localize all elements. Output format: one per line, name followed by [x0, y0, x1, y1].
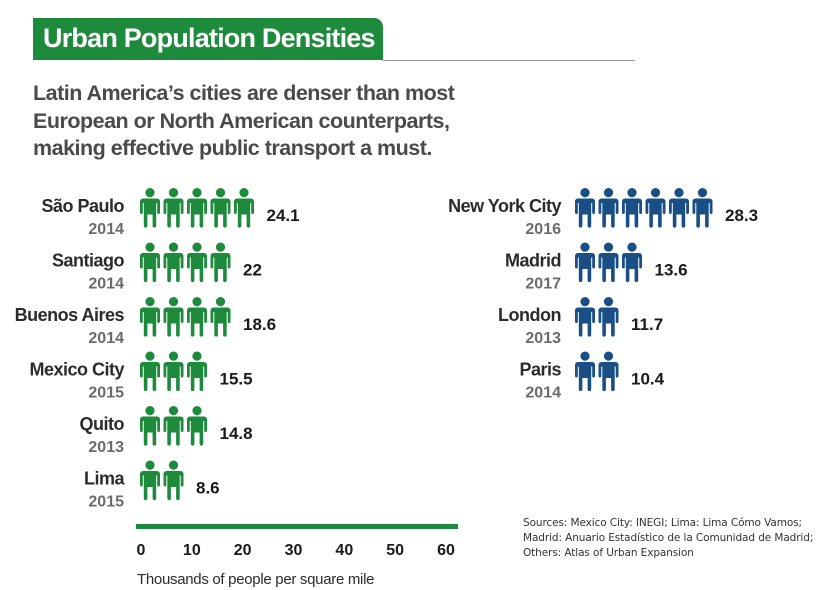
year-label-santiago: 2014 — [88, 276, 124, 293]
person-icon — [163, 188, 184, 228]
person-icon — [598, 188, 619, 228]
city-label-s-o-paulo: São Paulo — [41, 196, 124, 216]
person-icon — [575, 297, 595, 337]
year-label-lima: 2015 — [88, 494, 124, 511]
chart-subtitle: Latin America’s cities are denser than m… — [33, 81, 455, 160]
year-label-paris: 2014 — [525, 385, 561, 402]
person-icon — [140, 188, 160, 228]
person-icon — [210, 188, 231, 228]
value-label-buenos-aires: 18.6 — [243, 315, 276, 334]
year-label-buenos-aires: 2014 — [88, 330, 124, 347]
person-icon — [622, 188, 642, 228]
person-icon — [187, 351, 207, 392]
year-label-mexico-city: 2015 — [88, 385, 124, 402]
person-icon — [669, 188, 689, 228]
city-label-lima: Lima — [84, 469, 126, 489]
person-icon — [140, 406, 160, 446]
city-label-london: London — [498, 305, 561, 325]
person-icon — [140, 460, 160, 501]
value-label-s-o-paulo: 24.1 — [267, 206, 300, 225]
value-label-lima: 8.6 — [196, 479, 220, 498]
city-label-mexico-city: Mexico City — [29, 360, 124, 380]
title-banner: Urban Population Densities — [33, 18, 383, 60]
value-label-mexico-city: 15.5 — [220, 370, 253, 389]
person-icon — [140, 297, 160, 337]
person-icon — [187, 297, 207, 337]
person-icon — [210, 242, 231, 283]
person-icon — [234, 188, 254, 228]
x-tick-label: 40 — [335, 542, 353, 559]
person-icon — [575, 351, 595, 392]
value-label-santiago: 22 — [243, 261, 262, 280]
city-label-madrid: Madrid — [505, 251, 561, 271]
city-label-paris: Paris — [519, 360, 561, 380]
year-label-london: 2013 — [525, 330, 561, 347]
x-axis-title: Thousands of people per square mile — [137, 571, 374, 588]
person-icon — [163, 297, 184, 337]
sources-note: Sources: Mexico City: INEGI; Lima: Lima … — [523, 517, 814, 559]
x-tick-label: 60 — [437, 542, 455, 559]
title-divider — [383, 60, 635, 61]
value-label-madrid: 13.6 — [655, 261, 688, 280]
value-label-quito: 14.8 — [220, 424, 253, 443]
city-label-buenos-aires: Buenos Aires — [15, 305, 125, 325]
year-label-s-o-paulo: 2014 — [88, 221, 124, 238]
x-tick-label: 30 — [285, 542, 303, 559]
value-label-new-york-city: 28.3 — [725, 206, 758, 225]
x-tick-label: 0 — [137, 542, 146, 559]
person-icon — [163, 351, 184, 392]
city-label-santiago: Santiago — [52, 251, 125, 271]
person-icon — [163, 406, 184, 446]
year-label-quito: 2013 — [88, 439, 124, 456]
person-icon — [575, 242, 595, 283]
person-icon — [163, 242, 184, 283]
chart-title: Urban Population Densities — [43, 23, 376, 53]
value-label-paris: 10.4 — [631, 370, 665, 389]
person-icon — [140, 351, 160, 392]
city-label-new-york-city: New York City — [448, 196, 561, 216]
person-icon — [187, 242, 207, 283]
person-icon — [210, 297, 231, 337]
person-icon — [598, 242, 619, 283]
year-label-madrid: 2017 — [525, 276, 561, 293]
city-label-quito: Quito — [80, 414, 125, 434]
x-tick-label: 20 — [234, 542, 252, 559]
person-icon — [163, 460, 184, 501]
value-label-london: 11.7 — [631, 315, 663, 334]
person-icon — [575, 188, 595, 228]
person-icon — [645, 188, 666, 228]
person-icon — [187, 406, 207, 446]
x-tick-label: 10 — [183, 542, 201, 559]
person-icon — [622, 242, 642, 283]
person-icon — [692, 188, 713, 228]
year-label-new-york-city: 2016 — [525, 221, 561, 238]
person-icon — [598, 297, 619, 337]
person-icon — [140, 242, 160, 283]
x-axis-line — [136, 524, 458, 529]
person-icon — [187, 188, 207, 228]
person-icon — [598, 351, 619, 392]
x-tick-label: 50 — [386, 542, 404, 559]
